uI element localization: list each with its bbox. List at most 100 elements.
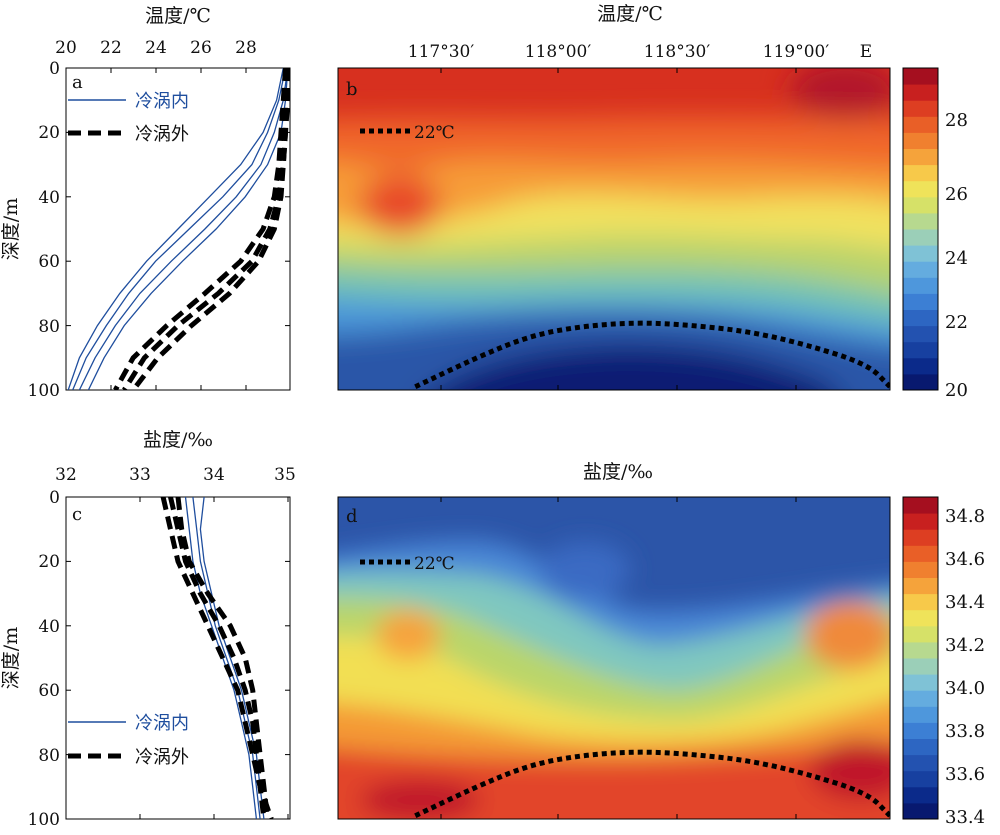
cbar-band	[903, 164, 938, 182]
cbar-band	[903, 658, 938, 675]
panel-d-axes-frame	[337, 496, 891, 820]
cbar-band	[903, 277, 938, 294]
y-tick-label: 100	[28, 810, 60, 830]
panel-a-tick-marks	[65, 67, 290, 391]
panel-b-axes-frame	[337, 67, 891, 391]
panel-b-tick-marks	[440, 68, 797, 390]
cbar-band	[903, 373, 938, 391]
cbar-band	[903, 497, 938, 514]
cbar-band	[903, 196, 938, 214]
y-tick-label: 0	[49, 59, 60, 79]
y-tick-label: 60	[38, 681, 60, 701]
cbar-band	[903, 706, 938, 723]
cbar-tick-label: 28	[945, 110, 968, 131]
panel-c-legend: 冷涡内 冷涡外	[68, 713, 189, 768]
panel-c-title: 盐度/‰	[143, 429, 213, 451]
panel-c-yticks: 0 20 40 60 80 100	[28, 488, 60, 830]
x-tick-label: 22	[100, 38, 122, 58]
x-tick-label: 20	[55, 38, 77, 58]
cbar-band	[903, 609, 938, 627]
y-tick-label: 60	[38, 252, 60, 272]
panel-d: 盐度/‰ d 22℃ 34.8	[337, 461, 985, 828]
cbar-band	[903, 84, 938, 101]
cbar-band	[903, 529, 938, 546]
cbar-band	[903, 593, 938, 611]
y-tick-label: 100	[28, 381, 60, 401]
panel-a-title: 温度/℃	[145, 5, 211, 27]
panel-c-profiles	[160, 497, 274, 819]
cbar-band	[903, 132, 938, 149]
legend-label-inside: 冷涡内	[135, 91, 189, 112]
cbar-band	[903, 212, 938, 230]
x-tick-label: 34	[203, 465, 225, 485]
legend-label-outside: 冷涡外	[135, 124, 189, 145]
temperature-colorbar: 28 26 24 22 20	[902, 67, 968, 401]
cbar-tick-label: 33.6	[945, 764, 985, 785]
panel-c-tick-marks	[65, 496, 290, 820]
cbar-tick-label: 34.8	[945, 506, 985, 527]
y-tick-label: 0	[49, 488, 60, 508]
cbar-band	[903, 545, 938, 562]
cbar-band	[903, 309, 938, 327]
cbar-band	[903, 786, 938, 804]
cbar-band	[903, 229, 938, 246]
panel-a-ylabel: 深度/m	[0, 198, 22, 260]
cbar-tick-label: 26	[945, 184, 968, 205]
isotherm-22-line	[414, 320, 890, 390]
panel-c-xticks: 32 33 34 35	[55, 465, 296, 485]
cbar-band	[903, 641, 938, 659]
y-tick-label: 40	[38, 617, 60, 637]
y-tick-label: 40	[38, 188, 60, 208]
cbar-tick-label: 33.8	[945, 721, 985, 742]
panel-b: 温度/℃ 117°30′ 118°00′ 118°30′ 119°00′ E	[337, 3, 968, 401]
y-tick-label: 80	[38, 746, 60, 766]
cbar-band	[903, 802, 938, 820]
cbar-band	[903, 116, 938, 133]
panel-b-title: 温度/℃	[597, 3, 663, 25]
cbar-band	[903, 245, 938, 262]
cbar-band	[903, 180, 938, 198]
cbar-band	[903, 754, 938, 772]
cbar-tick-label: 34.6	[945, 549, 985, 570]
cbar-band	[903, 68, 938, 85]
cbar-tick-label: 20	[945, 380, 968, 401]
panel-a: 温度/℃ 20 22 24 26 28 0 20 40 60 80 100 深度…	[0, 5, 291, 401]
profile-line	[113, 68, 288, 390]
x-tick-label: 119°00′	[763, 42, 830, 62]
panel-c: 盐度/‰ 32 33 34 35 0 20 40 60 80 100 深度/m …	[0, 429, 296, 830]
profile-line	[67, 68, 284, 390]
profile-line	[72, 68, 287, 390]
profile-line	[122, 68, 290, 390]
salinity-colorbar: 34.8 34.6 34.4 34.2 34.0 33.8 33.6 33.4	[902, 496, 985, 828]
cbar-band	[903, 261, 938, 278]
panel-a-xticks: 20 22 24 26 28	[55, 38, 257, 58]
cbar-tick-label: 33.4	[945, 807, 985, 828]
cbar-band	[903, 100, 938, 117]
profile-line	[131, 68, 290, 390]
x-tick-label: 33	[129, 465, 151, 485]
x-tick-label: 35	[274, 465, 296, 485]
x-tick-label: 118°30′	[644, 42, 711, 62]
cbar-band	[903, 690, 938, 707]
profile-line	[87, 68, 289, 390]
profile-line	[175, 497, 271, 819]
x-tick-label: 32	[55, 465, 77, 485]
x-tick-label: 26	[190, 38, 212, 58]
x-axis-unit: E	[860, 42, 872, 62]
cbar-band	[903, 293, 938, 310]
panel-b-letter: b	[346, 79, 358, 100]
panel-a-yticks: 0 20 40 60 80 100	[28, 59, 60, 401]
panel-a-legend: 冷涡内 冷涡外	[68, 91, 189, 145]
legend-label-outside: 冷涡外	[135, 747, 189, 768]
panel-b-xticks: 117°30′ 118°00′ 118°30′ 119°00′ E	[408, 42, 872, 62]
cbar-tick-label: 34.0	[945, 678, 985, 699]
temperature-section-field	[338, 68, 890, 390]
profile-line	[168, 497, 267, 819]
x-tick-label: 118°00′	[525, 42, 592, 62]
cbar-band	[903, 325, 938, 343]
y-tick-label: 20	[38, 123, 60, 143]
cbar-band	[903, 357, 938, 375]
y-tick-label: 80	[38, 317, 60, 337]
cbar-band	[903, 738, 938, 756]
x-tick-label: 28	[235, 38, 257, 58]
